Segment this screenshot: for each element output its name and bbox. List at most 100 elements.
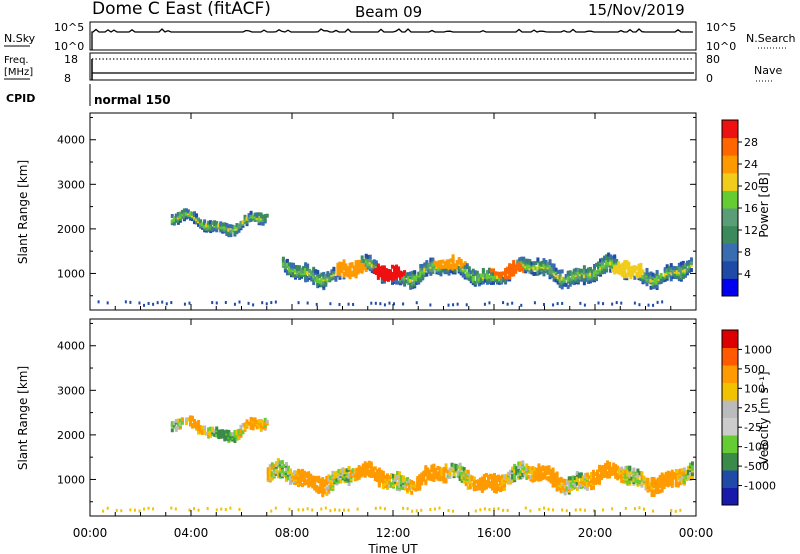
echo-cell: [474, 479, 478, 484]
echo-cell: [184, 208, 188, 213]
echo-cell: [340, 269, 344, 274]
echo-cell: [219, 429, 223, 434]
echo-cell: [331, 481, 335, 486]
echo-cell: [686, 471, 690, 476]
echo-cell: [180, 209, 184, 214]
echo-cell: [178, 418, 182, 423]
x-tick-label: 00:00: [679, 526, 714, 540]
echo-cell: [626, 465, 630, 470]
echo-cell: [235, 429, 239, 434]
echo-cell: [652, 489, 656, 494]
echo-cell: [575, 470, 579, 475]
echo-cell: [660, 484, 664, 489]
echo-cell: [507, 471, 511, 476]
echo-cell: [440, 468, 444, 473]
echo-cell: [429, 257, 433, 262]
echo-cell: [630, 476, 634, 481]
echo-cell: [285, 269, 289, 274]
echo-cell: [663, 272, 667, 277]
echo-cell: [678, 468, 682, 473]
echo-cell: [627, 261, 631, 266]
echo-cell: [495, 478, 499, 483]
echo-cell: [596, 476, 600, 481]
echo-cell: [467, 266, 471, 271]
echo-cell: [432, 469, 436, 474]
echo-cell: [292, 262, 295, 267]
echo-cell: [433, 260, 437, 265]
echo-cell: [333, 478, 337, 483]
echo-cell: [333, 474, 337, 479]
echo-cell: [288, 480, 292, 485]
echo-cell: [415, 275, 419, 280]
echo-cell: [306, 263, 310, 268]
station-title: Dome C East (fitACF): [92, 0, 271, 19]
echo-cell: [307, 476, 311, 481]
echo-cell: [464, 475, 468, 480]
nsky-label: N.Sky: [4, 32, 36, 45]
ground-scatter-cell: [529, 509, 532, 513]
echo-cell: [342, 264, 346, 269]
ground-scatter-cell: [565, 509, 568, 513]
echo-cell: [518, 257, 522, 262]
echo-cell: [495, 475, 499, 480]
echo-cell: [673, 266, 677, 271]
echo-cell: [546, 261, 550, 266]
echo-cell: [590, 269, 594, 274]
echo-cell: [201, 431, 205, 436]
echo-cell: [491, 268, 495, 273]
echo-cell: [595, 262, 598, 267]
ground-scatter-cell: [452, 509, 455, 513]
echo-cell: [227, 227, 231, 232]
echo-cell: [199, 219, 203, 224]
echo-cell: [318, 274, 322, 279]
echo-cell: [345, 477, 349, 482]
echo-cell: [333, 471, 337, 476]
echo-cell: [492, 478, 496, 483]
echo-cell: [453, 268, 457, 273]
ground-scatter-cell: [615, 301, 618, 305]
echo-cell: [676, 481, 680, 486]
echo-cell: [500, 278, 504, 283]
x-tick-label: 12:00: [376, 526, 411, 540]
echo-cell: [496, 275, 500, 280]
echo-cell: [581, 475, 585, 480]
echo-cell: [577, 485, 581, 490]
echo-cell: [314, 276, 318, 281]
x-tick-label: 00:00: [73, 526, 108, 540]
echo-cell: [304, 262, 308, 267]
ground-scatter-cell: [592, 509, 595, 513]
ground-scatter-cell: [547, 507, 550, 511]
echo-cell: [435, 261, 439, 266]
echo-cell: [354, 260, 358, 265]
x-tick-label: 08:00: [275, 526, 310, 540]
echo-cell: [357, 465, 361, 470]
echo-cell: [506, 275, 510, 280]
echo-cell: [607, 252, 611, 257]
echo-cell: [584, 268, 588, 273]
echo-cell: [423, 267, 427, 272]
colorbar-tick-label: 16: [744, 202, 758, 215]
ground-scatter-cell: [638, 506, 641, 510]
echo-cell: [411, 274, 415, 279]
ground-scatter-cell: [224, 300, 227, 304]
echo-cell: [312, 281, 316, 286]
echo-cell: [561, 485, 565, 490]
echo-cell: [610, 466, 614, 471]
echo-cell: [360, 255, 364, 260]
echo-cell: [601, 257, 605, 262]
echo-cell: [532, 271, 536, 276]
echo-cell: [565, 479, 569, 484]
echo-cell: [526, 258, 530, 263]
ground-scatter-cell: [538, 507, 541, 511]
echo-cell: [272, 467, 276, 472]
echo-cell: [628, 479, 632, 484]
echo-cell: [243, 422, 247, 427]
echo-cell: [391, 481, 395, 486]
echo-cell: [611, 255, 615, 260]
echo-cell: [580, 268, 584, 273]
echo-cell: [617, 261, 621, 266]
echo-cell: [366, 262, 370, 267]
echo-cell: [368, 254, 372, 259]
ground-scatter-cell: [388, 301, 391, 305]
echo-cell: [637, 263, 641, 268]
